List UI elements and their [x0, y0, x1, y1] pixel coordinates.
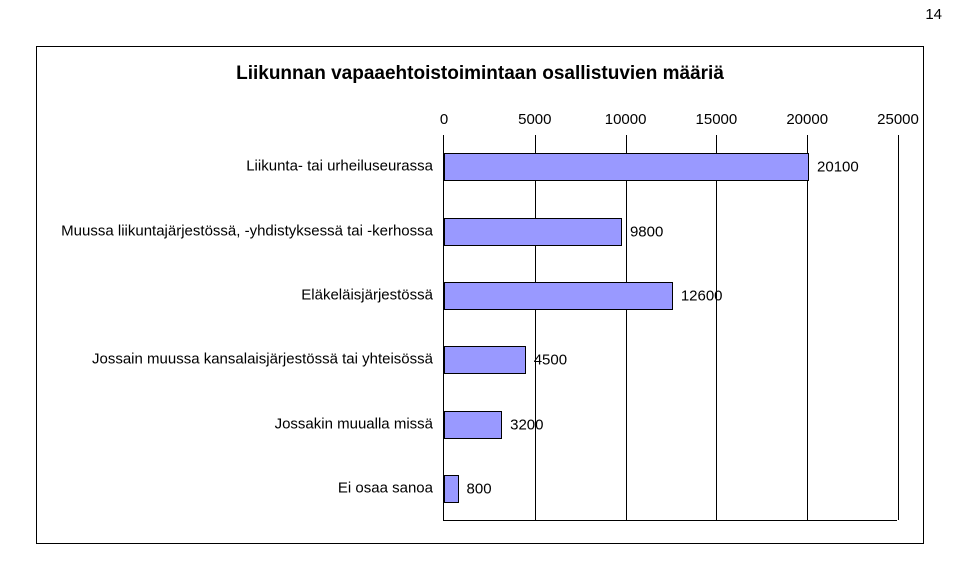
x-tick-label: 0: [440, 111, 448, 128]
bar: [444, 153, 809, 181]
bar-value-label: 3200: [510, 416, 543, 433]
grid-line: [626, 135, 627, 520]
bar: [444, 218, 622, 246]
bar-value-label: 12600: [681, 287, 723, 304]
bar-row: 12600: [444, 282, 897, 310]
category-label: Eläkeläisjärjestössä: [37, 286, 433, 305]
bar-value-label: 4500: [534, 352, 567, 369]
x-tick-label: 5000: [518, 111, 551, 128]
page: 14 Liikunnan vapaaehtoistoimintaan osall…: [0, 0, 960, 572]
bar: [444, 411, 502, 439]
bar-row: 800: [444, 475, 897, 503]
grid-line: [716, 135, 717, 520]
chart-title: Liikunnan vapaaehtoistoimintaan osallist…: [37, 63, 923, 85]
grid-line: [807, 135, 808, 520]
category-label: Liikunta- tai urheiluseurassa: [37, 158, 433, 177]
bar-value-label: 9800: [630, 223, 663, 240]
x-tick-label: 15000: [696, 111, 738, 128]
grid-line: [535, 135, 536, 520]
bar: [444, 475, 459, 503]
plot-area: 0500010000150002000025000201009800126004…: [443, 135, 897, 521]
grid-line: [898, 135, 899, 520]
chart-frame: Liikunnan vapaaehtoistoimintaan osallist…: [36, 46, 924, 544]
bar-value-label: 20100: [817, 159, 859, 176]
x-tick-label: 10000: [605, 111, 647, 128]
bar-row: 9800: [444, 218, 897, 246]
category-label: Muussa liikuntajärjestössä, -yhdistykses…: [37, 222, 433, 241]
page-number: 14: [925, 6, 942, 23]
x-tick-label: 25000: [877, 111, 919, 128]
category-label: Jossakin muualla missä: [37, 415, 433, 434]
bar-value-label: 800: [467, 480, 492, 497]
category-label: Jossain muussa kansalaisjärjestössä tai …: [37, 351, 433, 370]
bar: [444, 282, 673, 310]
bar-row: 4500: [444, 346, 897, 374]
bar: [444, 346, 526, 374]
bar-row: 3200: [444, 411, 897, 439]
category-label: Ei osaa sanoa: [37, 479, 433, 498]
x-tick-label: 20000: [786, 111, 828, 128]
bar-row: 20100: [444, 153, 897, 181]
